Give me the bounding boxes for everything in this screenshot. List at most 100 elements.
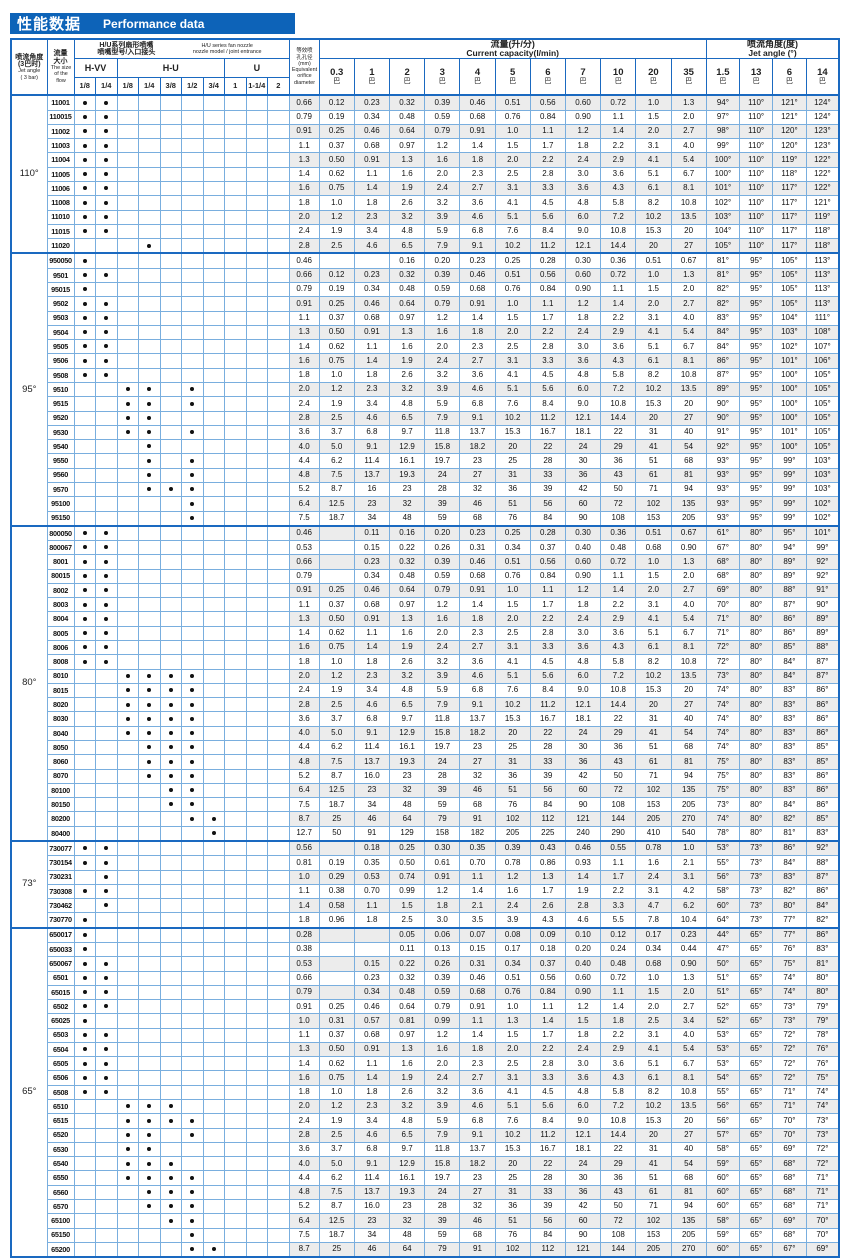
dot-cell <box>202 898 225 914</box>
model-cell: 6540 <box>46 1156 75 1172</box>
jet-angle-cell: 81° <box>705 252 741 269</box>
table-row: 11015 2.4 1.9 3.4 4.8 5.9 6.8 7.6 8.4 9.0 10.8 15.3… <box>11 223 840 240</box>
availability-dot <box>82 645 87 650</box>
jet-angle-cell: 124° <box>805 94 840 111</box>
dot-cell <box>116 1084 139 1101</box>
capacity-cell: 0.60 <box>564 970 602 986</box>
dot-cell <box>202 725 225 742</box>
dot-cell <box>116 1113 139 1129</box>
jet-angle-cell: 86° <box>805 926 840 943</box>
capacity-cell: 2.8 <box>529 625 566 642</box>
dot-cell <box>138 1070 161 1086</box>
dot-cell <box>267 597 290 613</box>
capacity-cell: 1.2 <box>564 582 602 599</box>
availability-dot <box>104 961 109 966</box>
jet-angle-cell: 92° <box>705 439 741 455</box>
table-row: 11002 0.91 0.25 0.46 0.64 0.79 0.91 1.0 1.1 1.2 1.… <box>11 123 840 140</box>
diameter-cell: 5.2 <box>288 1199 320 1215</box>
availability-dot <box>190 816 195 821</box>
capacity-cell: 0.17 <box>635 926 672 943</box>
capacity-cell: 0.23 <box>353 94 391 111</box>
availability-dot <box>104 315 109 320</box>
jet-angle-cell: 80° <box>805 970 840 986</box>
jet-angle-cell: 86° <box>772 611 807 627</box>
table-row: 8030 3.6 3.7 6.8 9.7 11.8 13.7 15.3 16.7 18.1 22 31… <box>11 711 840 727</box>
capacity-cell: 1.3 <box>388 1041 426 1058</box>
jet-angle-cell: 65° <box>739 1227 774 1243</box>
model-cell: 8060 <box>46 754 75 770</box>
jet-angle-cell: 75° <box>705 768 741 784</box>
capacity-cell: 36 <box>494 481 531 498</box>
table-row: 11008 1.8 1.0 1.8 2.6 3.2 3.6 4.1 4.5 4.8 5.8 8.2 10… <box>11 195 840 211</box>
availability-dot <box>168 802 173 807</box>
dot-cell <box>159 1141 182 1158</box>
dot-cell <box>202 711 225 727</box>
diameter-cell: 4.0 <box>288 439 320 455</box>
dot-cell <box>73 883 96 900</box>
availability-dot <box>147 702 152 707</box>
jet-angle-cell: 105° <box>805 439 840 455</box>
capacity-cell: 6.8 <box>353 424 391 441</box>
dot-cell <box>267 166 290 183</box>
capacity-cell: 0.10 <box>564 926 602 943</box>
jet-angle-cell: 104° <box>772 310 807 326</box>
dot-cell <box>159 1199 182 1215</box>
dot-cell <box>202 941 225 958</box>
jet-angle-cell: 95° <box>739 310 774 326</box>
capacity-cell: 3.2 <box>388 209 426 225</box>
capacity-cell: 2.3 <box>459 166 496 183</box>
model-cell: 11008 <box>46 195 75 211</box>
model-cell: 6570 <box>46 1199 75 1215</box>
jet-angle-cell: 69° <box>772 1141 807 1158</box>
capacity-cell: 4.1 <box>494 1084 531 1101</box>
capacity-cell: 3.1 <box>635 310 672 326</box>
jet-angle-cell: 83° <box>772 725 807 742</box>
capacity-cell: 0.07 <box>459 926 496 943</box>
dot-cell <box>267 439 290 455</box>
dot-cell <box>159 941 182 958</box>
availability-dot <box>190 716 195 721</box>
capacity-cell: 16.7 <box>529 424 566 441</box>
dot-cell <box>181 956 204 972</box>
availability-dot <box>147 731 152 736</box>
model-cell: 730077 <box>46 839 75 857</box>
jet-angle-cell: 95° <box>739 396 774 412</box>
capacity-cell: 0.79 <box>424 582 461 599</box>
dot-cell <box>116 123 139 140</box>
dot-cell <box>245 195 268 211</box>
capacity-cell: 2.7 <box>459 181 496 197</box>
dot-cell <box>95 166 118 183</box>
header-line: diameter <box>293 80 315 86</box>
model-cell: 9570 <box>46 481 75 498</box>
diameter-cell: 2.4 <box>288 682 320 699</box>
capacity-cell: 8.4 <box>529 1113 566 1129</box>
dot-cell <box>245 654 268 670</box>
capacity-cell: 2.2 <box>529 324 566 341</box>
dot-cell <box>245 869 268 885</box>
dot-cell <box>245 926 268 943</box>
jet-angle-cell: 79° <box>805 999 840 1015</box>
dot-cell <box>95 1170 118 1186</box>
dot-cell <box>73 381 96 398</box>
dot-cell <box>181 711 204 727</box>
capacity-cell: 13.5 <box>670 668 707 684</box>
dot-cell <box>202 912 225 929</box>
capacity-cell: 1.1 <box>529 999 566 1015</box>
dot-cell <box>224 1027 247 1043</box>
availability-dot <box>82 631 87 636</box>
jet-angle-cell: 65° <box>739 1241 774 1258</box>
dot-cell <box>267 568 290 584</box>
capacity-cell: 6.5 <box>388 697 426 713</box>
capacity-cell: 3.9 <box>424 209 461 225</box>
capacity-cell: 1.0 <box>635 267 672 284</box>
dot-cell <box>116 554 139 570</box>
capacity-cell: 2.0 <box>494 324 531 341</box>
dot-cell <box>224 1213 247 1229</box>
capacity-cell: 1.6 <box>388 1056 426 1072</box>
capacity-cell: 0.15 <box>459 941 496 958</box>
dot-cell <box>138 396 161 412</box>
capacity-cell: 0.67 <box>670 524 707 542</box>
dot-cell <box>181 467 204 483</box>
capacity-cell: 31 <box>494 467 531 483</box>
dot-cell <box>224 195 247 211</box>
